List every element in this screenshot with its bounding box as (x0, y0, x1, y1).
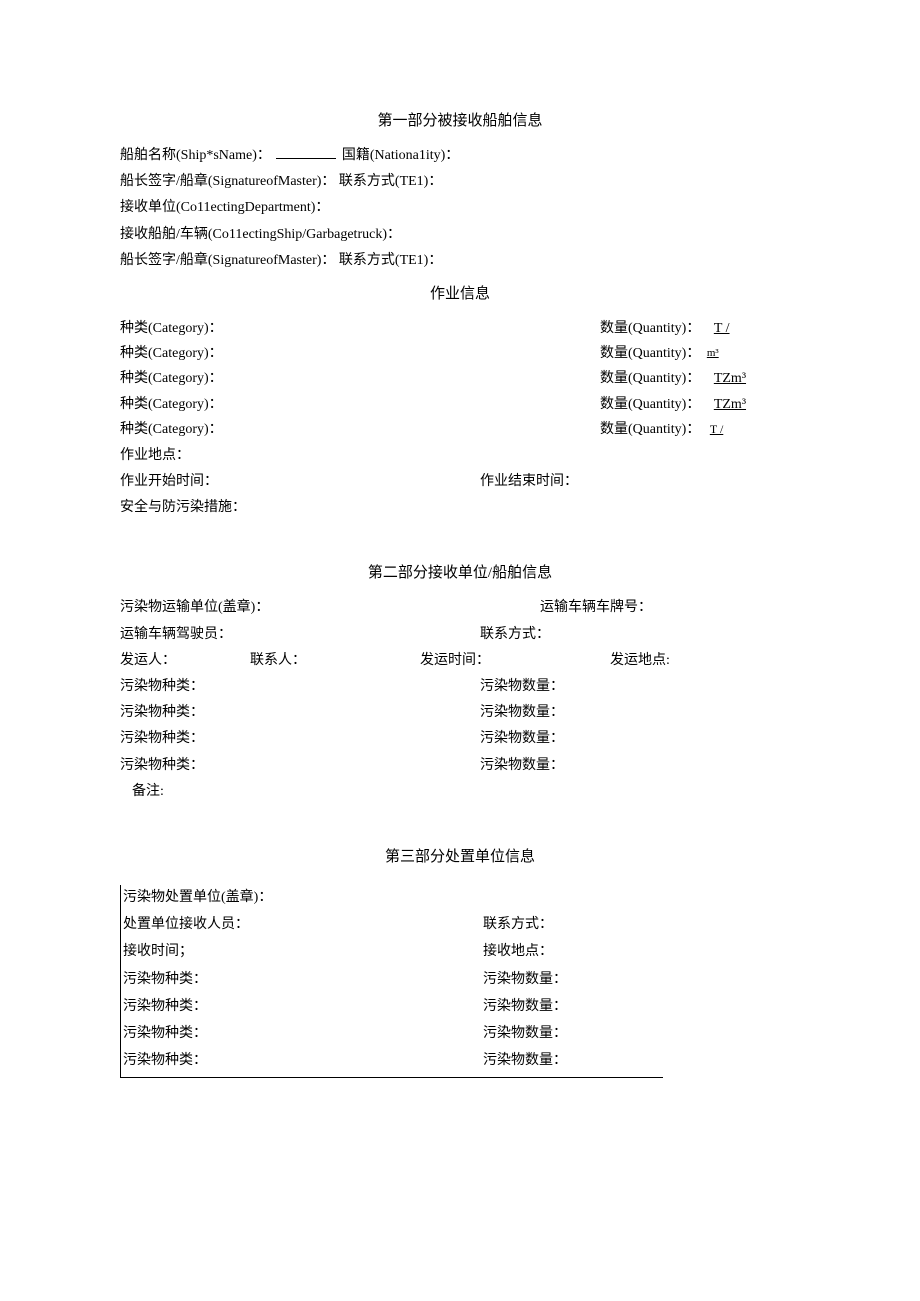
s3-type-row3: 污染物种类： 污染物数量： (123, 1021, 663, 1046)
work-location-line: 作业地点： (120, 443, 800, 468)
safety-line: 安全与防污染措施： (120, 495, 800, 520)
qty-unit-3: TZm³ (714, 366, 746, 391)
section3-table: 污染物处置单位(盖章)： 处置单位接收人员： 联系方式： 接收时间； 接收地点：… (120, 885, 663, 1078)
section3: 第三部分处置单位信息 污染物处置单位(盖章)： 处置单位接收人员： 联系方式： … (120, 844, 800, 1078)
cat-row-1: 种类(Category)： 数量(Quantity)： T / (120, 316, 800, 341)
s2-qty-1: 污染物数量： (480, 674, 564, 699)
s3-type-row4: 污染物种类： 污染物数量： (123, 1048, 663, 1073)
s3-row1: 污染物处置单位(盖章)： (123, 885, 663, 910)
contact-person-label: 联系人： (250, 648, 420, 673)
cat-label-1: 种类(Category)： (120, 316, 223, 341)
master-contact-label: 联系方式(TE1)： (339, 174, 442, 189)
transport-unit-label: 污染物运输单位(盖章)： (120, 595, 540, 620)
master-contact-label2: 联系方式(TE1)： (339, 253, 442, 268)
nationality-label: 国籍(Nationa1ity)： (342, 148, 459, 163)
ship-name-line: 船舶名称(Ship*sName)： 国籍(Nationa1ity)： (120, 143, 800, 168)
ship-loc-label: 发运地点: (610, 648, 670, 673)
s2-remark-row: 备注: (120, 779, 800, 804)
s2-qty-2: 污染物数量： (480, 700, 564, 725)
work-location-label: 作业地点： (120, 448, 190, 463)
s3-type-row1: 污染物种类： 污染物数量： (123, 967, 663, 992)
s3-type-row2: 污染物种类： 污染物数量： (123, 994, 663, 1019)
s2-type-4: 污染物种类： (120, 753, 480, 778)
master-sig-line: 船长签字/船章(SignatureofMaster)： 联系方式(TE1)： (120, 169, 800, 194)
qty-unit-2: m³ (707, 348, 719, 359)
collecting-dept-line: 接收单位(Co11ectingDepartment)： (120, 195, 800, 220)
qty-unit-1: T / (714, 316, 730, 341)
qty-1: 数量(Quantity)： T / (600, 316, 800, 341)
qty-4: 数量(Quantity)： TZm³ (600, 392, 800, 417)
work-time-line: 作业开始时间： 作业结束时间： (120, 469, 800, 494)
cat-row-5: 种类(Category)： 数量(Quantity)： T / (120, 417, 800, 442)
s3-qty-2: 污染物数量： (483, 994, 663, 1019)
ship-name-blank (276, 144, 336, 159)
collecting-vehicle-line: 接收船舶/车辆(Co11ectingShip/Garbagetruck)： (120, 222, 800, 247)
receiver-label: 处置单位接收人员： (123, 912, 483, 937)
s2-type-2: 污染物种类： (120, 700, 480, 725)
qty-5: 数量(Quantity)： T / (600, 417, 800, 442)
s2-row3: 发运人： 联系人： 发运时间： 发运地点: (120, 648, 800, 673)
cat-label-3: 种类(Category)： (120, 366, 223, 391)
plate-label: 运输车辆车牌号： (540, 595, 652, 620)
safety-label: 安全与防污染措施： (120, 500, 246, 515)
cat-row-4: 种类(Category)： 数量(Quantity)： TZm³ (120, 392, 800, 417)
recv-time-label: 接收时间； (123, 939, 483, 964)
s2-qty-4: 污染物数量： (480, 753, 564, 778)
disposal-unit-label: 污染物处置单位(盖章)： (123, 885, 483, 910)
s3-row2: 处置单位接收人员： 联系方式： (123, 912, 663, 937)
work-end-label: 作业结束时间： (480, 469, 800, 494)
qty-unit-4: TZm³ (714, 392, 746, 417)
collecting-dept-label: 接收单位(Co11ectingDepartment)： (120, 200, 329, 215)
s3-qty-1: 污染物数量： (483, 967, 663, 992)
s3-qty-4: 污染物数量： (483, 1048, 663, 1073)
master-sig-line2: 船长签字/船章(SignatureofMaster)： 联系方式(TE1)： (120, 248, 800, 273)
section2: 第二部分接收单位/船舶信息 污染物运输单位(盖章)： 运输车辆车牌号： 运输车辆… (120, 560, 800, 804)
cat-label-4: 种类(Category)： (120, 392, 223, 417)
s3-type-3: 污染物种类： (123, 1021, 483, 1046)
shipper-label: 发运人： (120, 648, 250, 673)
section3-title: 第三部分处置单位信息 (120, 844, 800, 871)
cat-label-2: 种类(Category)： (120, 341, 223, 366)
page: 第一部分被接收船舶信息 船舶名称(Ship*sName)： 国籍(Nationa… (0, 0, 920, 1138)
s2-type-row3: 污染物种类： 污染物数量： (120, 726, 800, 751)
s2-row1: 污染物运输单位(盖章)： 运输车辆车牌号： (120, 595, 800, 620)
remark-label: 备注: (120, 779, 164, 804)
s3-type-2: 污染物种类： (123, 994, 483, 1019)
master-sig-label: 船长签字/船章(SignatureofMaster)： (120, 174, 335, 189)
s2-type-row4: 污染物种类： 污染物数量： (120, 753, 800, 778)
work-start-label: 作业开始时间： (120, 469, 218, 494)
cat-row-3: 种类(Category)： 数量(Quantity)： TZm³ (120, 366, 800, 391)
s2-type-row2: 污染物种类： 污染物数量： (120, 700, 800, 725)
qty-3: 数量(Quantity)： TZm³ (600, 366, 800, 391)
s3-type-4: 污染物种类： (123, 1048, 483, 1073)
cat-row-2: 种类(Category)： 数量(Quantity)： m³ (120, 341, 800, 366)
qty-2: 数量(Quantity)： m³ (600, 341, 800, 366)
s3-row3: 接收时间； 接收地点： (123, 939, 663, 964)
s2-row2: 运输车辆驾驶员： 联系方式： (120, 622, 800, 647)
s2-contact-label: 联系方式： (480, 622, 550, 647)
s2-type-3: 污染物种类： (120, 726, 480, 751)
master-sig-label2: 船长签字/船章(SignatureofMaster)： (120, 253, 335, 268)
s3-type-1: 污染物种类： (123, 967, 483, 992)
work-title: 作业信息 (120, 281, 800, 308)
s3-contact-label: 联系方式： (483, 912, 663, 937)
s2-qty-3: 污染物数量： (480, 726, 564, 751)
cat-label-5: 种类(Category)： (120, 417, 223, 442)
section1-title: 第一部分被接收船舶信息 (120, 108, 800, 135)
s3-qty-3: 污染物数量： (483, 1021, 663, 1046)
qty-unit-5: T / (710, 419, 723, 441)
collecting-vehicle-label: 接收船舶/车辆(Co11ectingShip/Garbagetruck)： (120, 227, 401, 242)
s2-type-row1: 污染物种类： 污染物数量： (120, 674, 800, 699)
ship-time-label: 发运时间： (420, 648, 610, 673)
ship-name-label: 船舶名称(Ship*sName)： (120, 148, 271, 163)
s2-type-1: 污染物种类： (120, 674, 480, 699)
recv-loc-label: 接收地点： (483, 939, 663, 964)
section2-title: 第二部分接收单位/船舶信息 (120, 560, 800, 587)
driver-label: 运输车辆驾驶员： (120, 622, 480, 647)
